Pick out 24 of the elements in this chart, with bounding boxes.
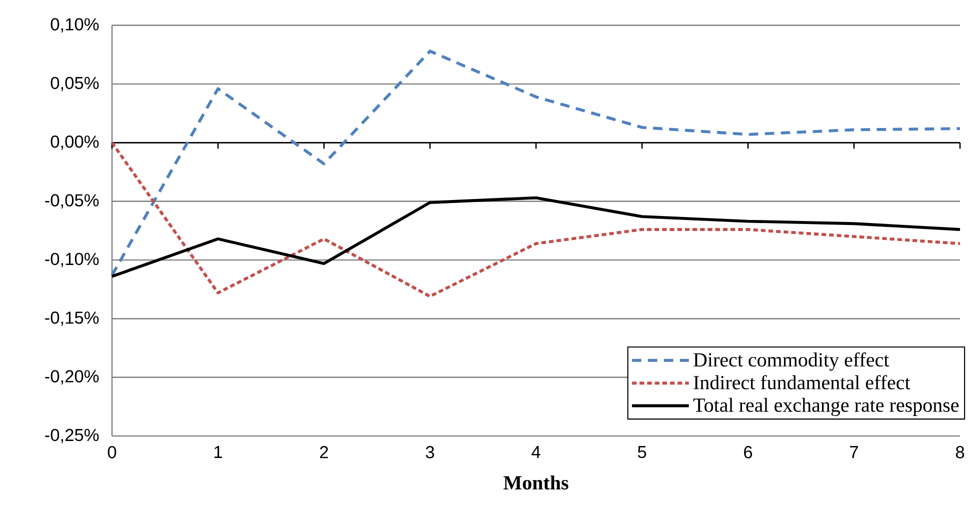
y-tick-label: -0,20% [45,370,99,384]
line-series [110,196,962,278]
x-tick-label: 8 [956,446,964,458]
x-tick-label: 0 [108,446,116,458]
x-tick-label: 1 [214,446,222,458]
x-axis-title: Months [504,475,568,490]
line-series [110,50,962,277]
y-tick-label: 0,10% [50,18,99,32]
y-tick-label: -0,15% [45,312,99,326]
x-tick-label: 5 [638,446,646,458]
x-tick-label: 3 [426,446,434,458]
y-tick-label: 0,05% [50,76,99,92]
x-tick-label: 4 [532,446,540,458]
y-tick-label: -0,25% [45,428,99,444]
y-tick-label: -0,05% [45,194,99,208]
x-tick-label: 6 [744,446,752,458]
legend-label: Total real exchange rate response [693,398,959,416]
y-tick-label: -0,10% [45,252,99,268]
y-tick-label: 0,00% [50,136,99,150]
x-tick-label: 7 [850,446,858,458]
line-series [110,141,962,298]
legend-label: Indirect fundamental effect [694,375,910,390]
x-tick-label: 2 [320,446,328,458]
legend-label: Direct commodity effect [694,352,890,371]
